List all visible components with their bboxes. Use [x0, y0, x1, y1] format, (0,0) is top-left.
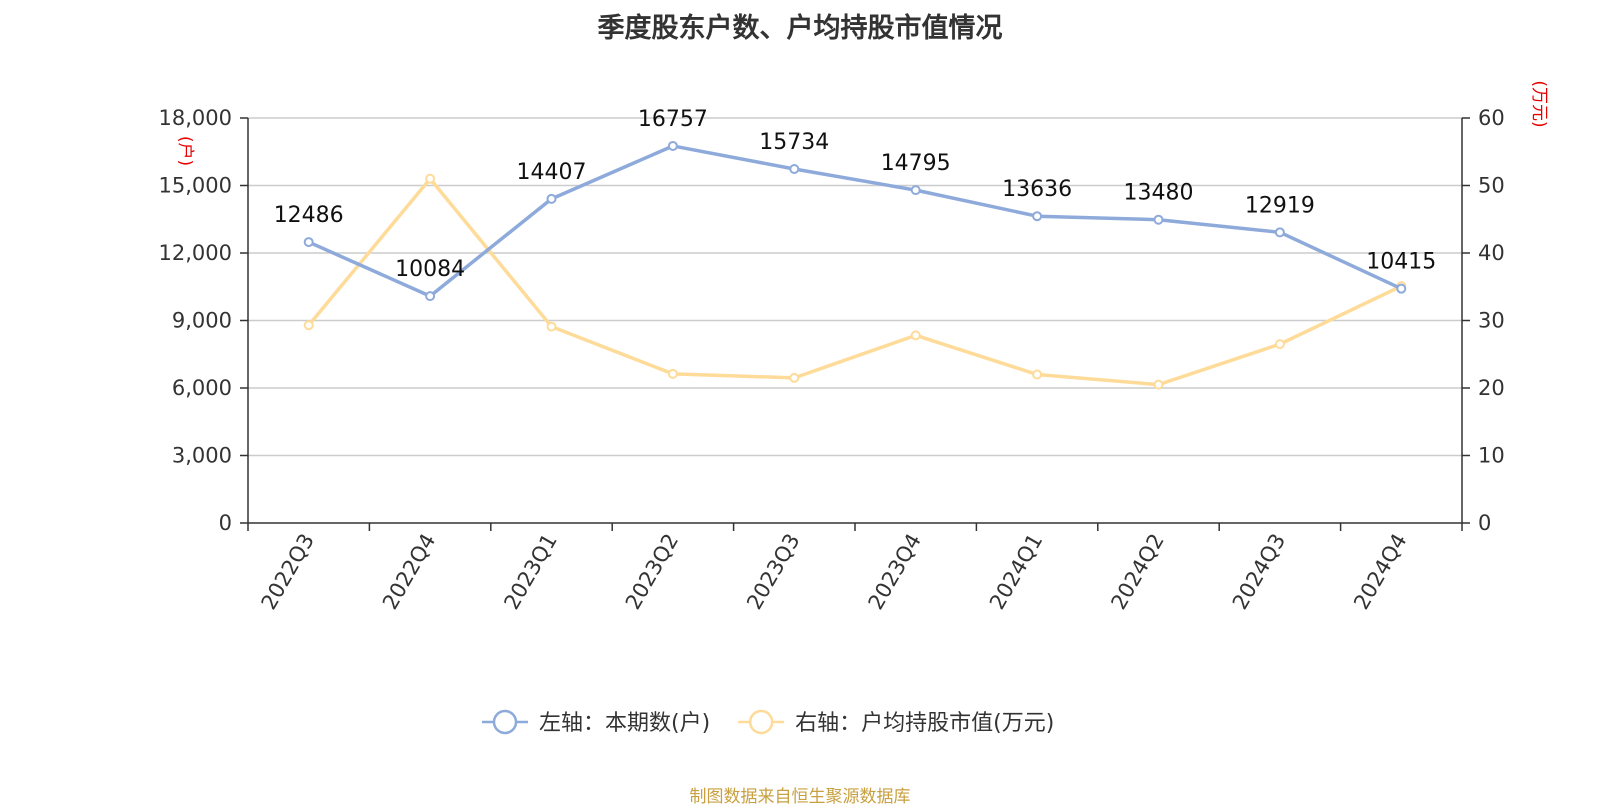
x-tick-label: 2023Q4	[864, 530, 926, 614]
x-tick-label: 2023Q3	[742, 530, 804, 614]
right-tick-label: 10	[1478, 444, 1505, 468]
holders-count-point	[910, 185, 921, 196]
data-label: 16757	[638, 107, 708, 132]
data-label: 12486	[274, 203, 344, 228]
avg-holding-value-point	[1274, 339, 1285, 350]
x-tick-label: 2024Q2	[1106, 530, 1168, 614]
avg-holding-value-point	[789, 372, 800, 383]
holders-count-point	[1274, 227, 1285, 238]
legend: 左轴：本期数(户) 右轴：户均持股市值(万元)	[482, 709, 1054, 736]
holders-count-point	[1396, 283, 1407, 294]
right-axis-unit: (万元)	[1529, 80, 1549, 127]
data-label: 10084	[395, 257, 465, 282]
holders-count-line	[307, 144, 1403, 298]
holders-count-point	[425, 291, 436, 302]
left-tick-label: 3,000	[172, 444, 232, 468]
avg-holding-value-point	[667, 368, 678, 379]
x-tick-label: 2022Q3	[257, 530, 319, 614]
legend-marker	[748, 709, 774, 735]
avg-holding-value-point	[546, 321, 557, 332]
left-tick-label: 15,000	[159, 174, 232, 198]
right-tick-label: 30	[1478, 309, 1505, 333]
holders-count-point	[1032, 211, 1043, 222]
left-axis-unit: (户)	[175, 136, 195, 166]
avg-holding-value-point	[1032, 369, 1043, 380]
data-label: 14795	[881, 151, 951, 176]
right-tick-label: 60	[1478, 106, 1505, 130]
avg-holding-value-point	[1153, 379, 1164, 390]
right-tick-label: 0	[1478, 511, 1491, 535]
holders-count-point	[667, 140, 678, 151]
data-label: 13480	[1124, 181, 1194, 206]
left-tick-label: 0	[219, 511, 232, 535]
data-label: 14407	[517, 160, 587, 185]
chart-title: 季度股东户数、户均持股市值情况	[597, 13, 1003, 44]
x-tick-label: 2022Q4	[378, 530, 440, 614]
avg-holding-value-line	[307, 177, 1403, 387]
right-tick-label: 20	[1478, 376, 1505, 400]
avg-holding-value-point	[910, 330, 921, 341]
grid-lines	[248, 117, 1462, 457]
x-tick-label: 2023Q1	[499, 530, 561, 614]
left-axis-ticks: 0 3,000 6,000 9,000 12,000 15,000 18,000	[159, 106, 248, 535]
x-tick-label: 2024Q3	[1228, 530, 1290, 614]
data-label: 13636	[1002, 177, 1072, 202]
x-axis-ticks: 2022Q3 2022Q4 2023Q1 2023Q2 2023Q3 2023Q4 2024…	[247, 523, 1463, 614]
x-tick-label: 2024Q4	[1349, 530, 1411, 614]
legend-marker	[492, 709, 518, 735]
right-axis-ticks: 0 10 20 30 40 50 60	[1462, 106, 1505, 535]
data-labels: 12486 10084 14407 16757 15734 14795 13636 13480…	[274, 107, 1437, 282]
data-label: 12919	[1245, 193, 1315, 218]
legend-label: 右轴：户均持股市值(万元)	[795, 711, 1054, 736]
holders-count-point	[546, 193, 557, 204]
left-tick-label: 18,000	[159, 106, 232, 130]
x-tick-label: 2024Q1	[985, 530, 1047, 614]
left-tick-label: 9,000	[172, 309, 232, 333]
data-label: 10415	[1366, 250, 1436, 275]
avg-holding-value-point	[425, 173, 436, 184]
avg-holding-value-point	[303, 320, 314, 331]
left-tick-label: 6,000	[172, 376, 232, 400]
right-tick-label: 40	[1478, 241, 1505, 265]
x-tick-label: 2023Q2	[621, 530, 683, 614]
legend-label: 左轴：本期数(户)	[539, 711, 710, 736]
source-note: 制图数据来自恒生聚源数据库	[689, 787, 911, 807]
holders-count-point	[1153, 214, 1164, 225]
holders-count-point	[789, 163, 800, 174]
right-tick-label: 50	[1478, 174, 1505, 198]
left-tick-label: 12,000	[159, 241, 232, 265]
data-label: 15734	[759, 130, 829, 155]
series-layer	[303, 140, 1407, 390]
holders-count-point	[303, 237, 314, 248]
